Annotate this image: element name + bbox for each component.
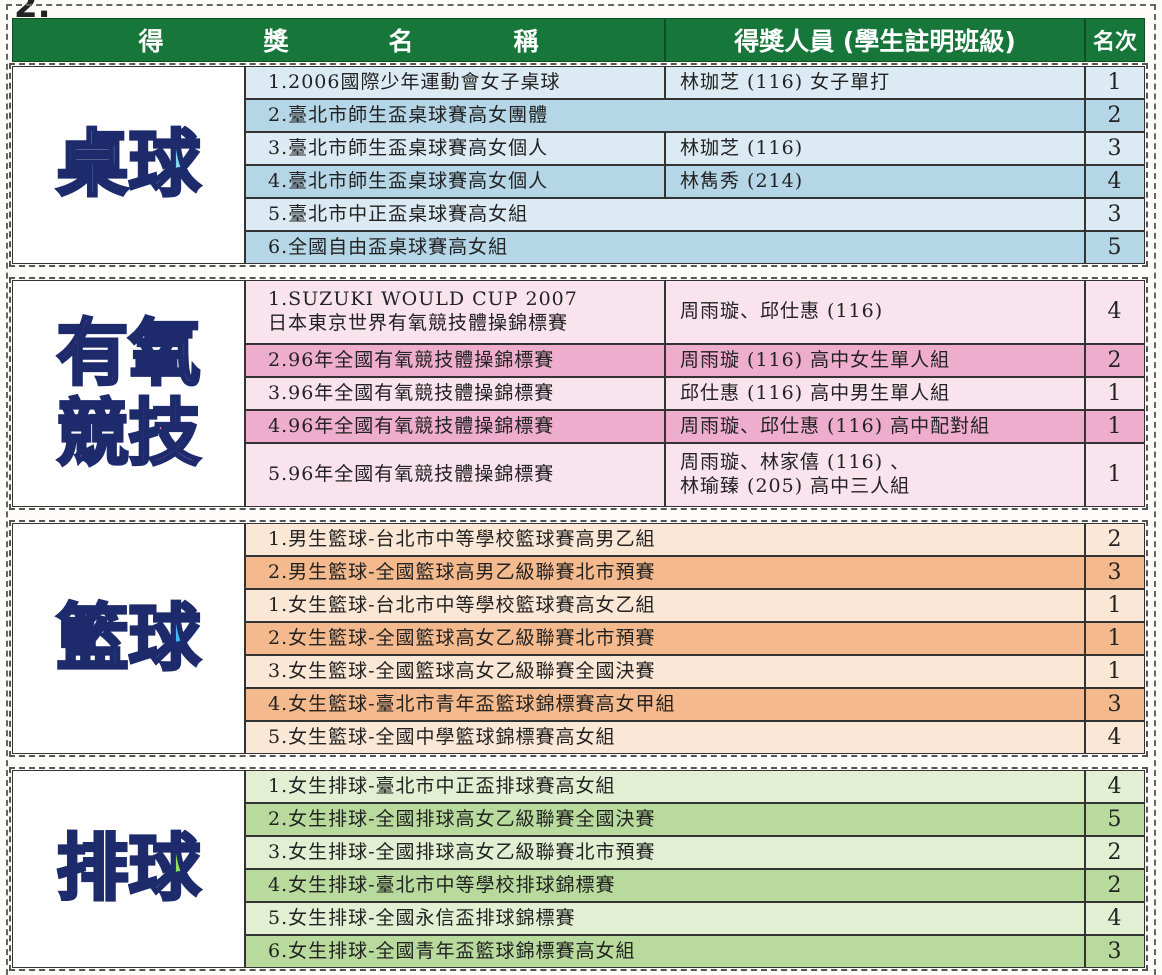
award-rank: 1 — [1085, 410, 1145, 443]
award-name: 5.96年全國有氧競技體操錦標賽 — [245, 443, 665, 507]
award-name: 6.女生排球-全國青年盃籃球錦標賽高女組 — [245, 935, 1085, 968]
award-rank: 3 — [1085, 556, 1145, 589]
section-frame — [9, 767, 1148, 971]
page-frame — [6, 4, 1156, 975]
award-name: 3.女生籃球-全國籃球高女乙級聯賽全國決賽 — [245, 655, 1085, 688]
section-image-cell — [12, 770, 245, 968]
award-rank: 2 — [1085, 523, 1145, 556]
section-label: 桌球 — [55, 122, 202, 207]
award-name: 2.男生籃球-全國籃球高男乙級聯賽北市預賽 — [245, 556, 1085, 589]
award-person: 周雨璇、邱仕惠 (116) 高中配對組 — [665, 410, 1085, 443]
header-person: 得獎人員 (學生註明班級) — [665, 18, 1085, 62]
award-rank: 4 — [1085, 721, 1145, 754]
award-name: 4.96年全國有氧競技體操錦標賽 — [245, 410, 665, 443]
section-image-cell — [12, 523, 245, 754]
award-name: 1.男生籃球-台北市中等學校籃球賽高男乙組 — [245, 523, 1085, 556]
award-rank: 2 — [1085, 99, 1145, 132]
award-name: 5.女生籃球-全國中學籃球錦標賽高女組 — [245, 721, 1085, 754]
award-name: 4.臺北市師生盃桌球賽高女個人 — [245, 165, 665, 198]
award-rank: 5 — [1085, 231, 1145, 264]
award-name: 2.女生排球-全國排球高女乙級聯賽全國決賽 — [245, 803, 1085, 836]
award-rank: 1 — [1085, 66, 1145, 99]
award-name: 2.臺北市師生盃桌球賽高女團體 — [245, 99, 1085, 132]
award-rank: 1 — [1085, 443, 1145, 507]
award-name: 4.女生排球-臺北市中等學校排球錦標賽 — [245, 869, 1085, 902]
award-name: 5.女生排球-全國永信盃排球錦標賽 — [245, 902, 1085, 935]
section-label: 籃球 — [55, 595, 202, 680]
award-rank: 1 — [1085, 655, 1145, 688]
award-name: 1.SUZUKI WOULD CUP 2007 日本東京世界有氧競技體操錦標賽 — [245, 280, 665, 344]
award-rank: 3 — [1085, 935, 1145, 968]
award-name: 5.臺北市中正盃桌球賽高女組 — [245, 198, 1085, 231]
award-rank: 2 — [1085, 344, 1145, 377]
award-name: 1.2006國際少年運動會女子桌球 — [245, 66, 665, 99]
award-rank: 4 — [1085, 165, 1145, 198]
award-name: 3.臺北市師生盃桌球賽高女個人 — [245, 132, 665, 165]
award-name: 1.女生排球-臺北市中正盃排球賽高女組 — [245, 770, 1085, 803]
section-label: 排球 — [55, 826, 202, 911]
award-name: 3.96年全國有氧競技體操錦標賽 — [245, 377, 665, 410]
award-rank: 3 — [1085, 688, 1145, 721]
award-person: 林珈芝 (116) 女子單打 — [665, 66, 1085, 99]
award-person: 林珈芝 (116) — [665, 132, 1085, 165]
section-image-cell — [12, 280, 245, 507]
award-rank: 4 — [1085, 770, 1145, 803]
award-rank: 2 — [1085, 869, 1145, 902]
section-frame — [9, 520, 1148, 757]
award-person: 周雨璇、林家僖 (116) 、 林瑜臻 (205) 高中三人組 — [665, 443, 1085, 507]
award-person: 周雨璇、邱仕惠 (116) — [665, 280, 1085, 344]
award-name: 2.96年全國有氧競技體操錦標賽 — [245, 344, 665, 377]
section-frame — [9, 277, 1148, 510]
header-name: 得獎名稱 — [12, 18, 665, 62]
award-person: 邱仕惠 (116) 高中男生單人組 — [665, 377, 1085, 410]
header-rank: 名次 — [1085, 18, 1145, 62]
section-label: 有氧 競技 — [55, 311, 202, 475]
award-rank: 1 — [1085, 377, 1145, 410]
section-image-cell — [12, 66, 245, 264]
award-name: 2.女生籃球-全國籃球高女乙級聯賽北市預賽 — [245, 622, 1085, 655]
award-rank: 2 — [1085, 836, 1145, 869]
award-rank: 3 — [1085, 198, 1145, 231]
award-name: 1.女生籃球-台北市中等學校籃球賽高女乙組 — [245, 589, 1085, 622]
award-rank: 1 — [1085, 589, 1145, 622]
award-person: 林雋秀 (214) — [665, 165, 1085, 198]
award-rank: 4 — [1085, 280, 1145, 344]
award-person: 周雨璇 (116) 高中女生單人組 — [665, 344, 1085, 377]
award-name: 3.女生排球-全國排球高女乙級聯賽北市預賽 — [245, 836, 1085, 869]
award-name: 6.全國自由盃桌球賽高女組 — [245, 231, 1085, 264]
section-frame — [9, 63, 1148, 267]
award-rank: 4 — [1085, 902, 1145, 935]
award-rank: 1 — [1085, 622, 1145, 655]
award-name: 4.女生籃球-臺北市青年盃籃球錦標賽高女甲組 — [245, 688, 1085, 721]
award-rank: 3 — [1085, 132, 1145, 165]
award-rank: 5 — [1085, 803, 1145, 836]
